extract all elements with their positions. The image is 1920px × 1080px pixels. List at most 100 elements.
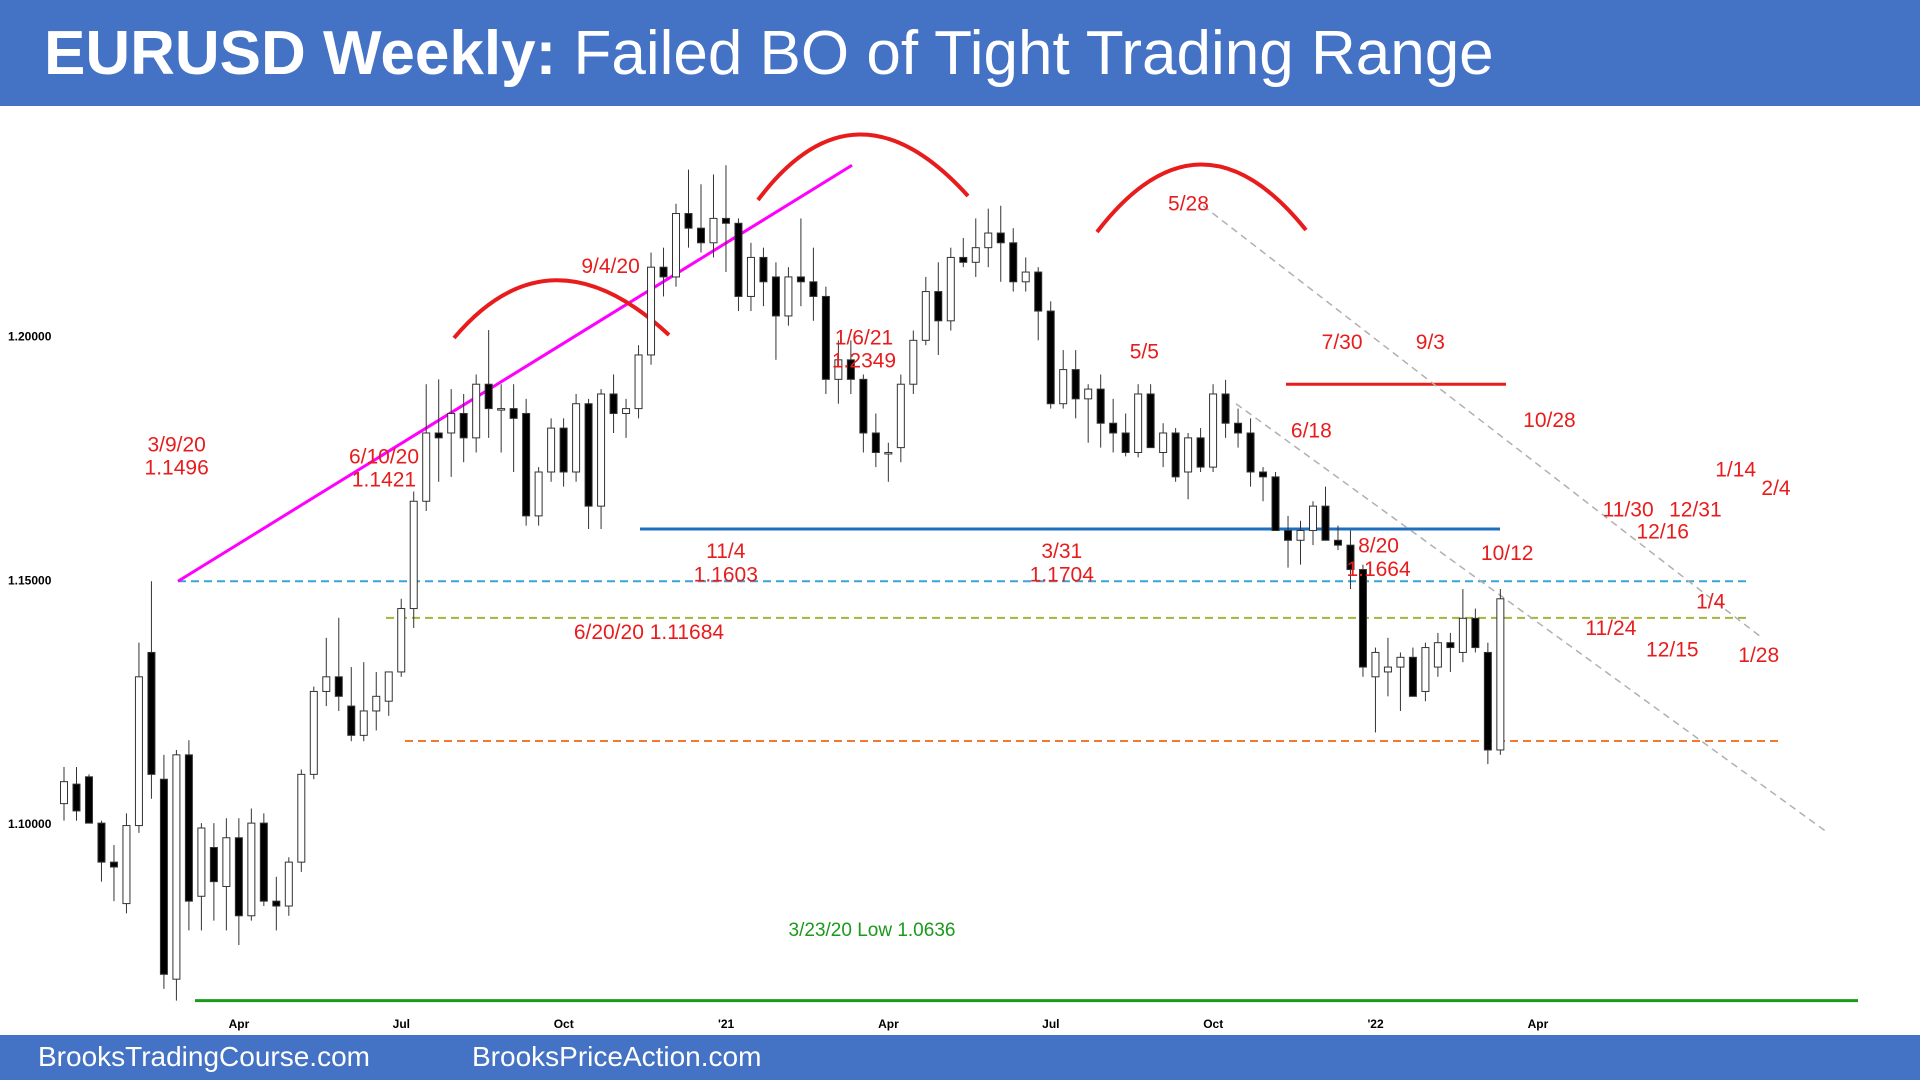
price-annotation: 5/5 <box>1130 340 1159 363</box>
candle-body <box>659 266 668 278</box>
candle-body <box>1134 393 1143 453</box>
candle-body <box>272 900 281 907</box>
candle-body <box>1358 569 1367 668</box>
candle-body <box>209 847 218 883</box>
candle-body <box>422 432 431 502</box>
footer-right-link[interactable]: BrooksPriceAction.com <box>472 1041 762 1072</box>
footer-banner: BrooksTradingCourse.com BrooksPriceActio… <box>0 1035 1920 1080</box>
price-annotation: 8/20 <box>1358 535 1399 558</box>
candle-body <box>759 256 768 283</box>
candle-body <box>459 412 468 439</box>
price-annotation: 5/28 <box>1168 193 1209 216</box>
channel-upper-line <box>1202 205 1763 639</box>
candles <box>60 165 1505 1001</box>
candle-body <box>372 695 381 712</box>
candle-body <box>447 412 456 434</box>
candle-body <box>996 232 1005 244</box>
candle-body <box>60 781 68 805</box>
candle-body <box>147 651 156 775</box>
price-annotation: 9/3 <box>1416 331 1445 354</box>
candle-body <box>109 861 118 868</box>
candle-body <box>172 754 181 980</box>
candle-body <box>359 710 368 736</box>
x-tick-label: Apr <box>878 1017 899 1031</box>
page-title: EURUSD Weekly: Failed BO of Tight Tradin… <box>44 18 1494 89</box>
candle-body <box>946 256 955 322</box>
low-annotation: 3/23/20 Low 1.0636 <box>789 920 956 941</box>
candle-body <box>1421 647 1430 692</box>
x-tick-label: '21 <box>718 1017 735 1031</box>
candle-body <box>1346 544 1355 571</box>
annotations: 3/9/201.1496 6/10/201.1421 9/4/20 1/6/211.2… <box>145 193 1791 941</box>
candle-body <box>1196 437 1205 468</box>
candle-body <box>1333 539 1342 546</box>
candle-body <box>1433 642 1442 668</box>
price-annotation: 1.1421 <box>352 469 416 492</box>
price-annotation: 7/30 <box>1322 331 1363 354</box>
candle-body <box>484 383 493 410</box>
candle-body <box>1146 393 1155 449</box>
candle-body <box>1271 476 1280 532</box>
candle-body <box>896 383 905 449</box>
candle-body <box>559 427 568 473</box>
candle-body <box>1246 432 1255 473</box>
price-annotation: 10/28 <box>1523 409 1576 432</box>
candle-body <box>322 676 331 692</box>
candle-body <box>334 676 343 697</box>
price-annotation: 1/28 <box>1738 644 1779 667</box>
candle-body <box>1121 432 1130 453</box>
candle-body <box>122 825 131 905</box>
candle-body <box>347 705 356 736</box>
y-tick-label: 1.20000 <box>8 329 52 343</box>
candle-body <box>609 393 618 414</box>
candle-body <box>734 222 743 297</box>
candle-body <box>84 776 93 824</box>
candle-body <box>796 276 805 283</box>
candle-body <box>1309 505 1317 532</box>
candle-body <box>284 861 293 907</box>
candle-body <box>597 393 606 507</box>
candle-body <box>409 500 418 610</box>
candle-body <box>846 359 855 380</box>
candle-body <box>72 783 81 812</box>
candle-body <box>184 754 193 902</box>
candle-body <box>1109 422 1118 434</box>
candle-body <box>1259 471 1268 478</box>
candle-body <box>871 432 880 453</box>
candle-body <box>534 471 543 517</box>
candle-body <box>909 339 918 385</box>
candle-body <box>1483 651 1492 751</box>
candle-body <box>572 403 581 473</box>
x-tick-label: Jul <box>393 1017 410 1031</box>
candle-body <box>1021 271 1030 283</box>
candle-body <box>784 276 793 317</box>
axis-layer: 1.10000 1.15000 1.20000 Apr Jul Oct '21 Apr Jul O… <box>8 329 1549 1031</box>
x-tick-label: Apr <box>1528 1017 1549 1031</box>
candle-body <box>234 837 243 917</box>
candle-body <box>1446 642 1455 649</box>
candle-body <box>709 217 718 244</box>
candle-body <box>1396 656 1405 668</box>
candle-body <box>696 227 705 244</box>
candle-body <box>1071 369 1080 400</box>
candle-body <box>1096 388 1105 424</box>
price-annotation: 1.2349 <box>832 350 896 373</box>
candle-body <box>1184 437 1193 473</box>
footer-left-link[interactable]: BrooksTradingCourse.com <box>38 1041 370 1072</box>
x-tick-label: Jul <box>1042 1017 1059 1031</box>
x-tick-label: Oct <box>554 1017 574 1031</box>
candle-body <box>634 354 643 410</box>
top-arc <box>756 132 970 202</box>
candle-body <box>434 432 443 439</box>
candle-body <box>1209 393 1218 468</box>
trendline <box>177 163 853 583</box>
candle-body <box>1471 617 1480 649</box>
candle-body <box>497 408 506 411</box>
price-annotation: 9/4/20 <box>581 255 639 278</box>
candle-body <box>222 837 231 888</box>
price-annotation: 12/31 <box>1669 498 1722 521</box>
candle-body <box>746 256 755 297</box>
candle-body <box>672 213 681 278</box>
candle-body <box>721 217 730 224</box>
candle-body <box>834 359 843 380</box>
